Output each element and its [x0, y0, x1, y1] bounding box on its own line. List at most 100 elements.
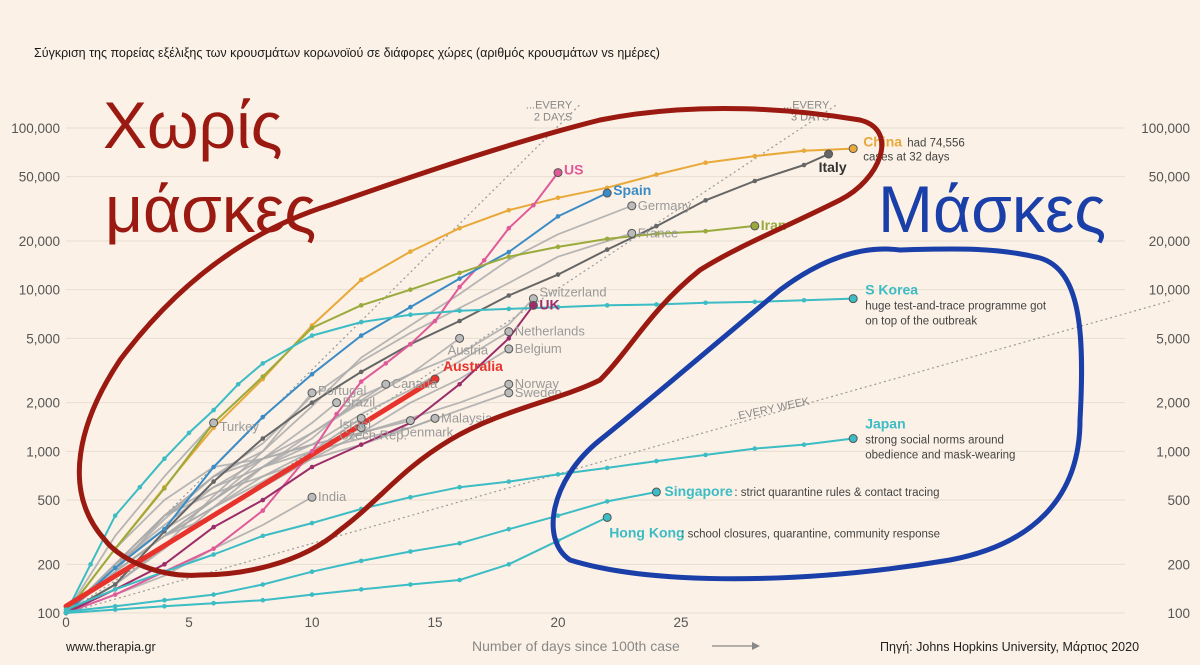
series-point-us	[457, 284, 462, 290]
series-point-japan	[408, 494, 413, 500]
series-point-iran	[703, 228, 708, 234]
series-point-italy	[801, 162, 807, 168]
series-end-austria	[455, 333, 465, 343]
series-point-italy	[555, 272, 561, 277]
series-point-china	[408, 249, 413, 254]
series-label-italy: Italy	[819, 159, 847, 175]
series-end-denmark	[405, 416, 415, 426]
series-line-turkey	[65, 422, 215, 614]
series-end-singapore	[651, 487, 661, 497]
no-masks-line-1: Χωρίς	[103, 88, 283, 162]
y-tick-label-right: 200	[1167, 557, 1190, 572]
y-tick-label-right: 100	[1167, 606, 1190, 621]
y-tick-label: 10,000	[19, 283, 60, 298]
series-point-singapore	[506, 526, 512, 532]
y-tick-label: 100	[37, 606, 60, 621]
x-tick-label: 15	[427, 615, 442, 630]
y-tick-label-right: 10,000	[1149, 283, 1190, 298]
series-end-norway	[504, 379, 514, 389]
series-point-japan	[457, 484, 462, 490]
series-point-spain	[162, 526, 167, 532]
series-label-india: India	[318, 489, 347, 504]
series-label-austria: Austria	[448, 342, 489, 357]
series-point-s-korea	[112, 513, 118, 518]
series-end-china	[848, 144, 858, 154]
no-masks-line-2: μάσκες	[105, 172, 316, 246]
series-point-singapore	[408, 549, 413, 554]
series-point-japan	[752, 446, 758, 451]
series-point-iran	[555, 244, 561, 250]
y-tick-label: 100,000	[11, 121, 60, 136]
series-point-china	[801, 148, 807, 153]
reference-line	[65, 103, 838, 614]
series-point-hong-kong	[162, 604, 167, 609]
series-point-singapore	[457, 540, 462, 546]
series-end-australia	[430, 374, 440, 384]
series-point-s-korea	[752, 299, 758, 305]
series-end-malaysia	[430, 413, 440, 423]
series-point-singapore	[604, 499, 610, 504]
series-end-brazil	[332, 398, 342, 408]
series-point-hong-kong	[457, 577, 462, 583]
y-tick-label-right: 100,000	[1141, 121, 1190, 136]
reference-line-label: ...EVERY 2 DAYS	[526, 99, 573, 123]
series-end-germany	[627, 201, 637, 211]
series-point-hong-kong	[506, 562, 512, 567]
series-line-hong-kong	[65, 516, 609, 614]
series-point-italy	[211, 479, 216, 484]
series-point-iran	[358, 303, 364, 308]
series-point-iran	[604, 236, 610, 242]
series-point-spain	[211, 464, 216, 470]
series-point-s-korea	[555, 304, 561, 310]
series-label-czech-rep: Czech Rep.	[339, 428, 407, 443]
x-axis-arrow-head	[752, 642, 760, 650]
series-point-iran	[654, 231, 659, 236]
y-tick-label: 20,000	[19, 234, 60, 249]
series-point-japan	[260, 533, 266, 539]
series-label-belgium: Belgium	[515, 341, 562, 356]
series-point-italy	[309, 400, 315, 405]
series-point-uk	[260, 497, 266, 503]
series-point-s-korea	[801, 297, 807, 303]
no-masks-outline	[76, 105, 885, 578]
series-point-japan	[506, 479, 512, 484]
series-point-singapore	[162, 597, 167, 603]
series-point-iran	[408, 287, 413, 292]
series-end-france	[627, 228, 637, 238]
handwritten-overlay: Χωρίς μάσκες Μάσκες	[76, 88, 1106, 582]
series-point-china	[506, 207, 512, 213]
series-point-us	[260, 508, 266, 513]
series-label-turkey: Turkey	[220, 419, 260, 434]
series-point-spain	[408, 304, 413, 310]
series-label-france: France	[638, 225, 678, 240]
y-tick-label: 1,000	[26, 444, 60, 459]
series-label-sweden: Sweden	[515, 385, 562, 400]
series-point-spain	[260, 414, 266, 420]
series-label-switzerland: Switzerland	[539, 285, 606, 300]
series-point-japan	[654, 458, 659, 464]
series-note-hong-kong: : school closures, quarantine, community…	[681, 528, 940, 540]
series-point-spain	[112, 565, 118, 571]
series-point-uk	[309, 464, 315, 470]
series-point-s-korea	[186, 430, 192, 436]
x-tick-label: 5	[185, 615, 193, 630]
series-point-italy	[112, 582, 118, 587]
series-point-uk	[457, 381, 462, 387]
series-labels: China had 74,556 cases at 32 daysItalyUSSp…	[220, 134, 1047, 541]
reference-line	[65, 299, 1174, 614]
series-point-iran	[506, 254, 512, 259]
series-point-italy	[506, 293, 512, 298]
series-end-us	[553, 168, 563, 178]
y-tick-label-right: 50,000	[1149, 170, 1190, 185]
series-label-uk: UK	[539, 296, 559, 312]
series-point-us	[432, 318, 438, 324]
series-line-denmark	[65, 419, 412, 614]
series-point-s-korea	[604, 303, 610, 308]
series-point-hong-kong	[260, 597, 266, 603]
y-tick-label-right: 1,000	[1156, 444, 1190, 459]
reference-line-label: ...EVERY WEEK	[728, 395, 811, 424]
series-end-israel	[356, 413, 366, 423]
series-point-uk	[506, 336, 512, 341]
